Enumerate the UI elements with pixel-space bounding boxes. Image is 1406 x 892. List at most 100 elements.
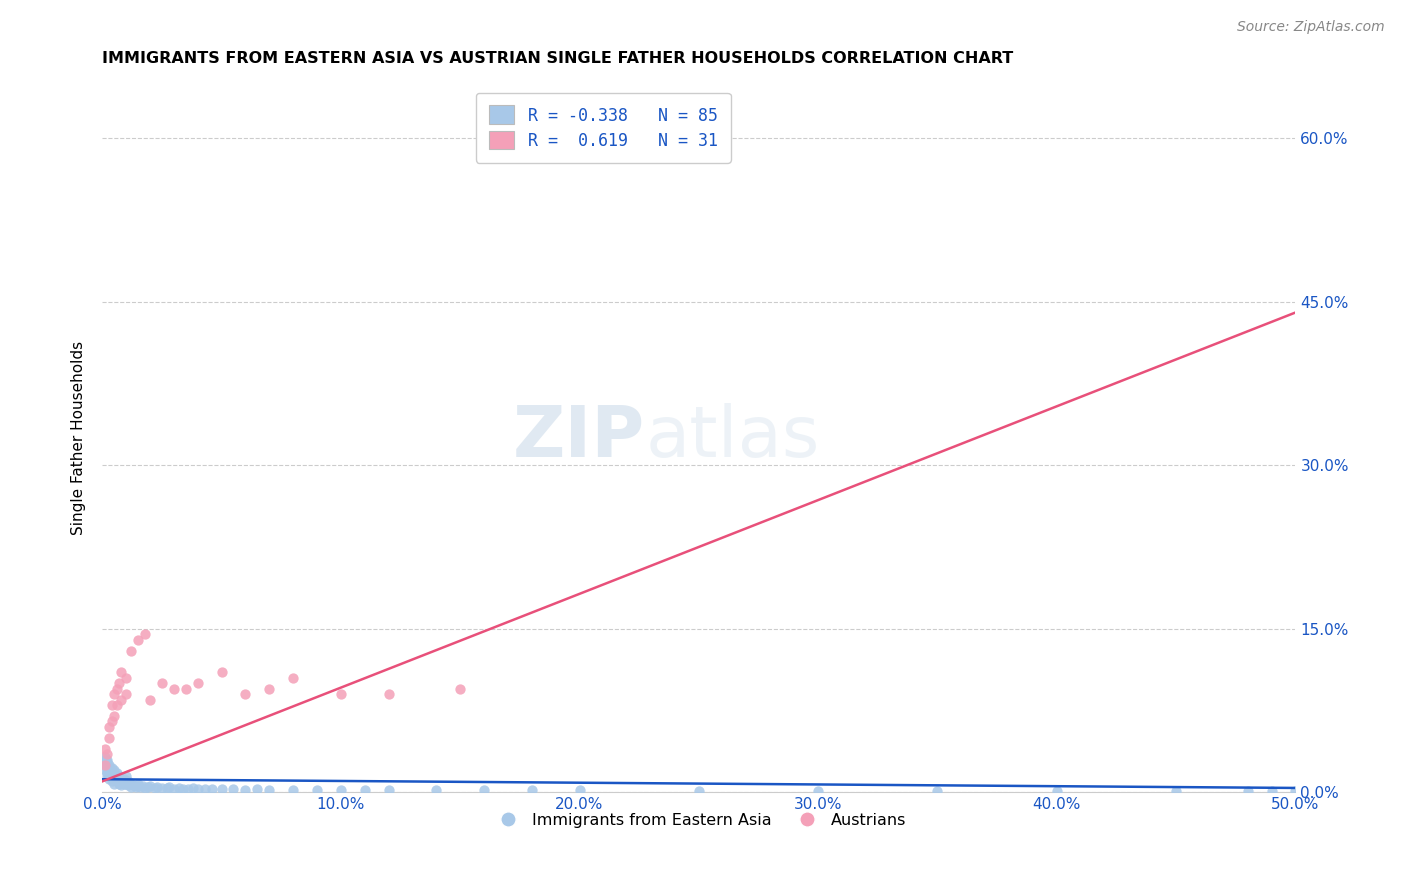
Point: [1046, 784, 1069, 798]
Point: [108, 772, 131, 787]
Point: [259, 783, 281, 797]
Point: [100, 765, 122, 780]
Point: [98, 758, 121, 772]
Point: [93, 753, 115, 767]
Point: [100, 774, 122, 789]
Point: [688, 784, 710, 798]
Point: [105, 681, 128, 696]
Point: [110, 772, 132, 787]
Point: [187, 782, 209, 797]
Point: [134, 627, 156, 641]
Point: [163, 681, 186, 696]
Y-axis label: Single Father Households: Single Father Households: [72, 341, 86, 535]
Point: [96, 761, 118, 775]
Point: [156, 780, 179, 795]
Point: [103, 772, 125, 787]
Point: [96, 765, 118, 780]
Point: [1284, 784, 1306, 798]
Point: [112, 772, 135, 787]
Point: [472, 783, 495, 797]
Point: [110, 778, 132, 792]
Text: ZIP: ZIP: [513, 403, 645, 473]
Point: [117, 778, 139, 792]
Point: [93, 758, 115, 772]
Point: [174, 681, 197, 696]
Point: [108, 769, 131, 783]
Point: [172, 782, 194, 797]
Point: [127, 632, 149, 647]
Point: [103, 776, 125, 790]
Point: [329, 783, 352, 797]
Point: [807, 784, 830, 798]
Point: [281, 783, 304, 797]
Point: [105, 769, 128, 783]
Point: [105, 774, 128, 789]
Point: [120, 780, 142, 794]
Point: [122, 778, 145, 792]
Point: [134, 780, 156, 795]
Point: [235, 783, 257, 797]
Point: [105, 698, 128, 712]
Point: [139, 779, 162, 793]
Point: [353, 783, 375, 797]
Point: [124, 780, 146, 794]
Point: [115, 687, 138, 701]
Point: [150, 676, 173, 690]
Point: [93, 764, 115, 778]
Point: [93, 758, 115, 772]
Point: [120, 776, 142, 790]
Point: [177, 782, 200, 797]
Point: [98, 769, 121, 783]
Point: [927, 784, 949, 798]
Point: [110, 774, 132, 789]
Point: [96, 753, 118, 767]
Point: [127, 779, 149, 793]
Point: [100, 698, 122, 712]
Point: [181, 780, 204, 795]
Point: [305, 783, 328, 797]
Point: [425, 783, 447, 797]
Point: [98, 731, 121, 745]
Point: [187, 676, 209, 690]
Point: [1236, 784, 1258, 798]
Point: [110, 665, 132, 680]
Point: [103, 709, 125, 723]
Point: [222, 782, 245, 797]
Point: [112, 776, 135, 790]
Point: [98, 720, 121, 734]
Point: [201, 782, 224, 797]
Point: [100, 761, 122, 775]
Point: [136, 780, 159, 794]
Point: [377, 783, 399, 797]
Point: [115, 776, 138, 790]
Point: [129, 780, 152, 794]
Point: [103, 769, 125, 783]
Point: [127, 776, 149, 790]
Point: [211, 782, 233, 797]
Point: [211, 665, 233, 680]
Point: [115, 671, 138, 685]
Point: [150, 780, 173, 795]
Point: [110, 692, 132, 706]
Point: [449, 681, 471, 696]
Point: [157, 780, 180, 794]
Point: [100, 714, 122, 729]
Point: [117, 774, 139, 789]
Point: [259, 681, 281, 696]
Point: [146, 780, 169, 794]
Point: [143, 780, 166, 795]
Point: [520, 783, 543, 797]
Point: [108, 676, 131, 690]
Point: [167, 780, 190, 795]
Point: [568, 783, 591, 797]
Point: [329, 687, 352, 701]
Point: [98, 761, 121, 775]
Text: Source: ZipAtlas.com: Source: ZipAtlas.com: [1237, 20, 1385, 34]
Point: [93, 741, 115, 756]
Point: [96, 758, 118, 772]
Text: IMMIGRANTS FROM EASTERN ASIA VS AUSTRIAN SINGLE FATHER HOUSEHOLDS CORRELATION CH: IMMIGRANTS FROM EASTERN ASIA VS AUSTRIAN…: [103, 51, 1014, 66]
Point: [377, 687, 399, 701]
Text: atlas: atlas: [645, 403, 820, 473]
Point: [103, 764, 125, 778]
Legend: Immigrants from Eastern Asia, Austrians: Immigrants from Eastern Asia, Austrians: [485, 806, 912, 834]
